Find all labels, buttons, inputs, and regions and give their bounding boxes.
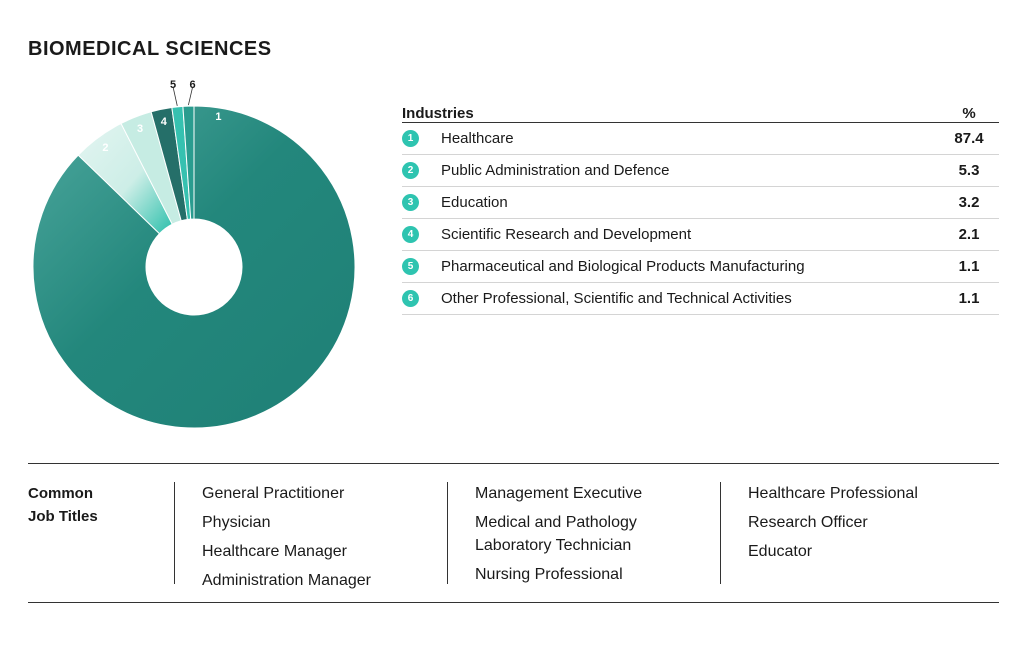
slice-number-label: 3 [137,123,143,135]
donut-slice-1 [32,105,356,429]
table-header: Industries % [402,94,999,123]
slice-number-label: 2 [102,142,108,154]
industry-percent: 1.1 [958,290,980,307]
slice-number-label: 5 [170,79,176,91]
industry-percent: 1.1 [958,258,980,275]
donut-slice-6 [182,105,195,220]
industry-label: Scientific Research and Development [441,226,692,243]
job-title: Healthcare Professional [748,485,918,502]
job-column-2: Management Executive Medical and Patholog… [447,482,642,584]
industries-table: Industries % 1 Healthcare 87.4 2 Public Admi… [402,94,999,315]
row-number-badge: 5 [402,258,419,275]
slice-leader-line [188,86,194,106]
job-column-1: General Practitioner Physician Healthcare … [174,482,371,589]
job-title: Administration Manager [202,572,371,589]
job-title: Management Executive [475,485,643,502]
slice-leader-line [172,86,178,106]
job-title: General Practitioner [202,485,345,502]
table-row: 4 Scientific Research and Development 2.1 [402,219,999,251]
job-titles-heading: Common Job Titles [28,485,98,525]
industry-percent: 87.4 [954,130,984,147]
industry-label: Other Professional, Scientific and Techn… [441,290,792,307]
industry-percent: 3.2 [958,194,980,211]
job-title: Nursing Professional [475,566,623,583]
table-row: 5 Pharmaceutical and Biological Products … [402,251,999,283]
row-number-badge: 4 [402,226,419,243]
industries-header: Industries [402,105,474,122]
industry-label: Public Administration and Defence [441,162,670,179]
table-row: 2 Public Administration and Defence 5.3 [402,155,999,187]
slice-number-label: 4 [161,116,168,128]
industry-donut-chart: 1 2 3 4 5 6 [32,79,356,429]
row-number-badge: 3 [402,194,419,211]
page-title: BIOMEDICAL SCIENCES [28,38,272,60]
row-number-badge: 6 [402,290,419,307]
industry-percent: 2.1 [958,226,980,243]
slice-number-label: 6 [190,79,196,91]
industry-label: Healthcare [441,130,514,147]
industry-percent: 5.3 [958,162,980,179]
job-title: Educator [748,543,813,560]
job-title: Research Officer [748,514,868,531]
industry-label: Pharmaceutical and Biological Products M… [441,258,805,275]
job-title: Physician [202,514,271,531]
job-column-3: Healthcare Professional Research Officer E… [720,482,918,584]
table-row: 3 Education 3.2 [402,187,999,219]
table-row: 6 Other Professional, Scientific and Tech… [402,283,999,315]
row-number-badge: 1 [402,130,419,147]
slice-number-label: 1 [215,111,221,123]
common-job-titles: Common Job Titles General Practitioner Ph… [28,463,999,603]
job-title: Healthcare Manager [202,543,347,560]
job-title: Medical and Pathology Laboratory Technic… [475,514,637,554]
table-row: 1 Healthcare 87.4 [402,123,999,155]
row-number-badge: 2 [402,162,419,179]
percent-header: % [962,105,976,122]
industry-label: Education [441,194,508,211]
